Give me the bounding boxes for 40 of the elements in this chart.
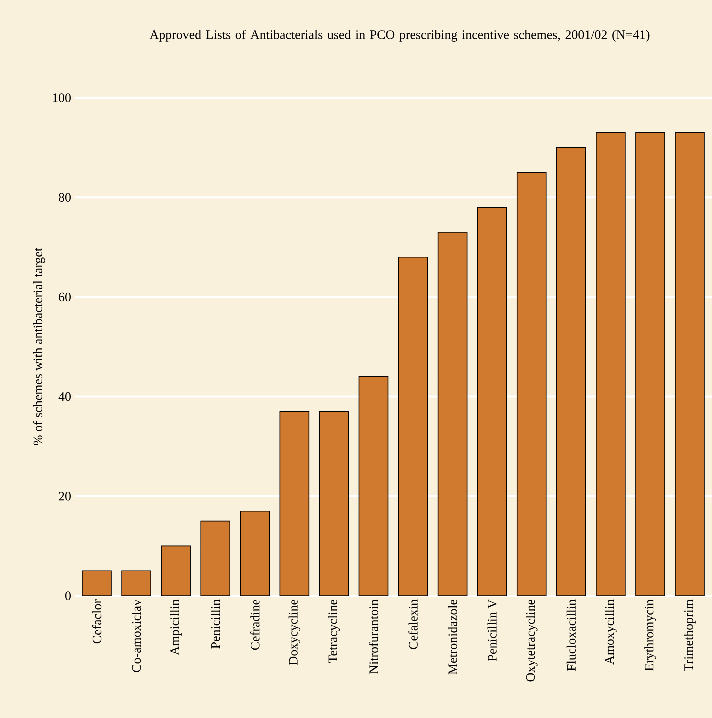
x-tick-label: Oxytetracycline [526,600,538,682]
x-tick-label: Co-amoxiclav [132,600,142,672]
bar [82,571,112,596]
y-tick-label: 0 [66,592,71,600]
bar [162,546,191,596]
y-tick-label: 80 [59,193,71,202]
x-tick-label: Nitrofurantoin [369,600,378,674]
y-tick-label: 60 [59,292,71,302]
x-tick-label: Tetracycline [328,600,340,664]
bar [675,132,705,596]
bar [201,521,230,596]
bar [122,571,152,596]
x-tick-label: Flucloxacillin [566,600,576,672]
x-tick-label: Metronidazole [448,600,458,675]
x-tick-label: Cefalexin [408,600,418,650]
chart-title: Approved Lists of Antibacterials used in PCO prescribing incentive schemes, 2001/02 (N=41) [150,30,650,42]
bar [596,132,626,596]
x-tick-label: Trimethoprim [684,600,696,672]
y-tick-label: 40 [58,392,71,402]
bar [517,172,546,596]
x-tick-label: Erythromycin [644,600,656,672]
x-tick-label: Ampicillin [170,600,182,656]
bar [556,148,586,596]
y-axis-title: % of schemes with antibacterial target [33,248,46,446]
y-tick-label: 20 [59,492,71,501]
bar [320,412,349,596]
bar [478,208,507,596]
bar [398,257,428,596]
x-tick-label: Cefaclor [92,600,102,644]
x-tick-label: Penicillin [211,600,220,649]
x-tick-label: Cefradine [250,600,260,650]
bar [636,132,665,596]
bar [240,511,270,596]
x-tick-label: Penicillin V [488,600,497,662]
y-tick-label: 100 [53,94,71,102]
x-tick-label: Amoxycillin [605,600,617,665]
bar [438,232,468,596]
bar [359,376,388,596]
x-tick-label: Doxycycline [288,600,301,666]
bar [280,412,310,596]
